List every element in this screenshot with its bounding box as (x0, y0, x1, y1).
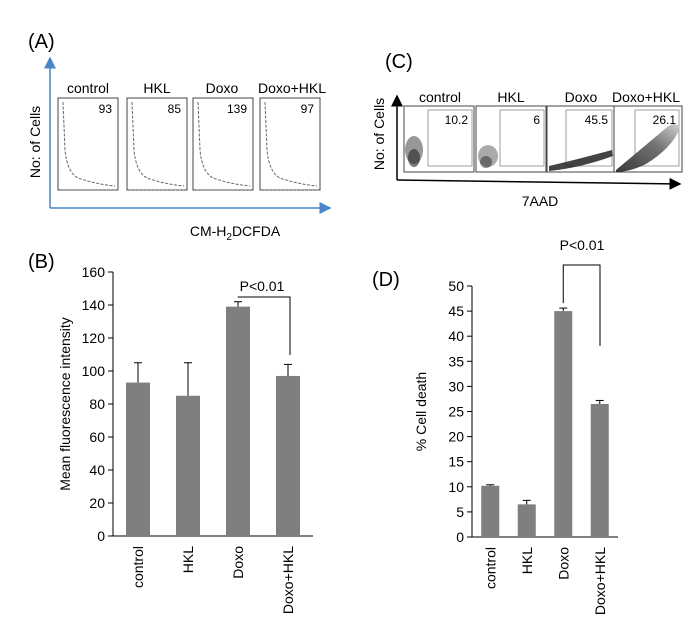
chart-d-ytick-label: 25 (448, 404, 464, 420)
chart-d-significance-bracket (562, 264, 601, 346)
chart-b-bar-1 (176, 395, 200, 536)
chart-b-ytick-label: 140 (82, 297, 106, 313)
dot-frame-hkl (475, 105, 547, 173)
chart-d-significance-label: P<0.01 (560, 237, 605, 253)
hist-frame-doxo-hkl (259, 97, 321, 191)
dot-gate-hkl (499, 109, 545, 167)
chart-b-ytick-label: 0 (97, 528, 105, 544)
hist-label-hkl: HKL (143, 80, 170, 96)
hist-label-control: control (67, 80, 109, 96)
chart-d-ytick-label: 15 (448, 454, 464, 470)
chart-d-category-label-3: Doxo+HKL (592, 547, 608, 615)
hist-label-doxo-hkl: Doxo+HKL (258, 80, 326, 96)
chart-d-ytick-label: 20 (448, 429, 464, 445)
dot-gate-control (427, 109, 473, 167)
chart-d-ytick-label: 30 (448, 378, 464, 394)
chart-d-bar-1 (517, 504, 536, 537)
hist-label-doxo: Doxo (206, 80, 239, 96)
chart-b-significance-bracket (237, 296, 291, 355)
chart-d: 0 5 10 15 20 25 30 35 40 45 50 % Cell death control H… (413, 237, 618, 615)
dot-core-control (408, 149, 420, 167)
panel-label-a: (A) (28, 31, 55, 53)
panel-a-xlabel: CM-H2DCFDA (190, 223, 281, 243)
dot-value-control: 10.2 (445, 113, 469, 127)
panel-c-ylabel: No: of Cells (371, 98, 387, 170)
panel-a-xlabel-suffix: DCFDA (232, 223, 281, 239)
panel-c-xlabel: 7AAD (522, 193, 559, 209)
panel-c: No: of Cells 7AAD control 10.2 HKL 6 Dox… (371, 89, 683, 209)
chart-b-bar-2 (226, 306, 250, 536)
dot-gate-doxo (565, 109, 613, 167)
chart-b-category-label-2: Doxo (230, 546, 246, 579)
chart-b-ytick-label: 160 (82, 264, 106, 280)
chart-d-ytick-label: 35 (448, 353, 464, 369)
panel-c-x-arrow (396, 177, 682, 190)
panel-label-c: (C) (385, 51, 413, 73)
hist-value-doxo: 139 (227, 102, 247, 116)
dot-core-hkl (480, 156, 492, 168)
hist-curve-control (62, 101, 116, 187)
chart-b-category-label-3: Doxo+HKL (280, 546, 296, 614)
dot-value-hkl: 6 (533, 113, 540, 127)
chart-d-ytick-label: 5 (456, 504, 464, 520)
hist-frame-control (57, 97, 119, 191)
chart-d-bar-3 (590, 403, 609, 537)
chart-d-bar-0 (481, 485, 500, 537)
hist-frame-hkl (126, 97, 188, 191)
chart-d-bar-2 (554, 311, 573, 537)
dot-label-control: control (419, 89, 461, 105)
chart-d-ytick-label: 50 (448, 278, 464, 294)
chart-d-ytick-label: 0 (456, 529, 464, 545)
chart-b-category-label-1: HKL (180, 546, 196, 573)
chart-d-ytick-label: 45 (448, 303, 464, 319)
chart-b: 0 20 40 60 80 100 120 140 160 Mean fluorescence i… (57, 264, 313, 614)
chart-d-category-label-1: HKL (519, 547, 535, 574)
dot-label-doxo-hkl: Doxo+HKL (612, 89, 680, 105)
chart-b-category-label-0: control (130, 546, 146, 588)
dot-label-hkl: HKL (497, 89, 524, 105)
dot-value-doxo-hkl: 26.1 (653, 113, 677, 127)
chart-b-ytick-label: 60 (89, 429, 105, 445)
chart-b-ytick-label: 40 (89, 462, 105, 478)
hist-curve-hkl (131, 101, 185, 187)
chart-d-category-label-0: control (482, 547, 498, 589)
hist-value-control: 93 (99, 102, 113, 116)
dot-value-doxo: 45.5 (585, 113, 609, 127)
dot-cloud-doxo-hkl (616, 124, 680, 172)
panel-a-xlabel-subscript: 2 (226, 232, 232, 243)
dot-cloud-doxo (549, 150, 613, 171)
chart-b-ytick-label: 20 (89, 495, 105, 511)
hist-value-hkl: 85 (168, 102, 182, 116)
chart-d-ytick-label: 40 (448, 328, 464, 344)
chart-d-ylabel: % Cell death (413, 372, 429, 451)
chart-b-ylabel: Mean fluorescence intensity (57, 317, 73, 491)
panel-a: No: of Cells CM-H2DCFDA control 93 HKL 8… (27, 56, 332, 243)
hist-curve-doxo-hkl (264, 101, 318, 187)
chart-b-bar-0 (126, 382, 150, 536)
dot-gate-doxo-hkl (634, 109, 680, 167)
chart-d-ytick-label: 10 (448, 479, 464, 495)
panel-a-xlabel-prefix: CM-H (190, 223, 227, 239)
chart-b-ytick-label: 120 (82, 330, 106, 346)
panel-a-ylabel: No: of Cells (27, 106, 43, 178)
chart-b-ytick-label: 100 (82, 363, 106, 379)
chart-b-significance-label: P<0.01 (240, 278, 285, 294)
panel-label-d: (D) (372, 269, 400, 291)
chart-b-ytick-label: 80 (89, 396, 105, 412)
chart-d-category-label-2: Doxo (555, 547, 571, 580)
hist-value-doxo-hkl: 97 (301, 102, 315, 116)
hist-frame-doxo (192, 97, 254, 191)
panel-label-b: (B) (28, 251, 55, 273)
dot-label-doxo: Doxo (565, 89, 598, 105)
chart-b-bar-3 (276, 375, 300, 536)
hist-curve-doxo (197, 101, 251, 187)
